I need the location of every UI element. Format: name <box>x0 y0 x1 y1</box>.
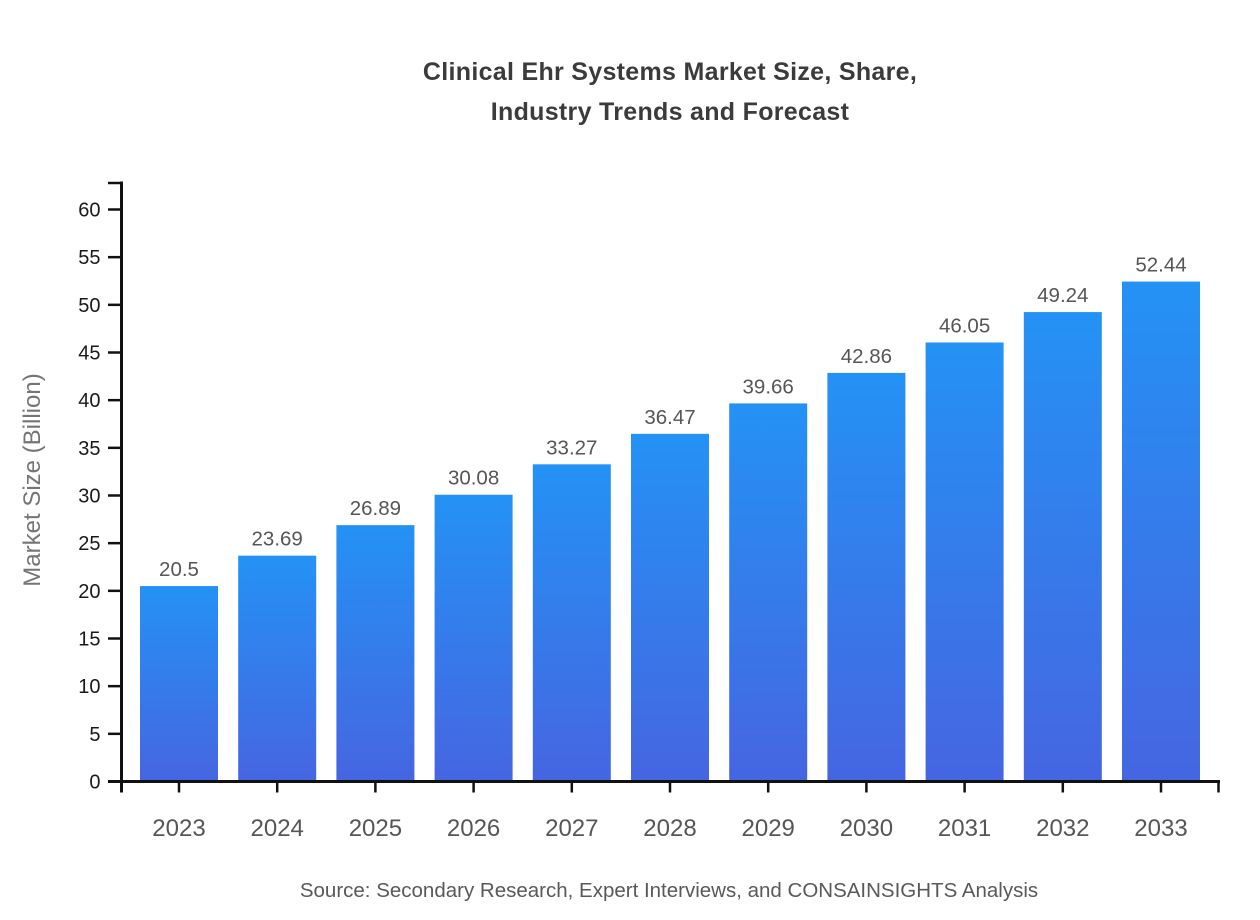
x-tick-label: 2028 <box>643 815 696 842</box>
y-tick-label: 20 <box>78 581 100 603</box>
x-tick-label: 2026 <box>447 815 500 842</box>
x-tick-label: 2027 <box>545 815 598 842</box>
bar-2030 <box>827 372 906 782</box>
bars-group: 20.5 23.69 26.89 30.08 33.27 36.47 39.66 42.86 4… <box>140 254 1200 782</box>
bar-value-label: 49.24 <box>1037 284 1088 307</box>
chart-title-line1: Clinical Ehr Systems Market Size, Share, <box>422 58 918 86</box>
bar-value-label: 20.5 <box>159 558 199 581</box>
bar-2028 <box>631 433 709 782</box>
y-tick-label: 0 <box>89 772 100 794</box>
y-tick-label: 40 <box>78 390 100 412</box>
bar-value-label: 26.89 <box>350 497 401 520</box>
chart-title-line2: Industry Trends and Forecast <box>490 98 850 126</box>
y-tick-label: 45 <box>78 343 100 365</box>
bar-2033 <box>1122 281 1200 782</box>
bar-value-label: 39.66 <box>743 375 794 398</box>
x-tick-label: 2025 <box>349 815 402 842</box>
x-tick-label: 2032 <box>1036 815 1089 842</box>
x-tick-label: 2031 <box>938 815 991 842</box>
bar-2029 <box>729 403 808 782</box>
y-tick-label: 60 <box>78 200 100 222</box>
y-tick-label: 5 <box>89 724 100 746</box>
bar-2027 <box>532 464 611 782</box>
bar-2026 <box>434 494 513 782</box>
bar-2025 <box>336 525 415 782</box>
bar-value-label: 42.86 <box>841 345 892 368</box>
y-tick-label: 50 <box>78 295 100 317</box>
y-tick-label: 25 <box>78 533 100 555</box>
x-tick-label: 2024 <box>251 815 304 842</box>
bar-2023 <box>140 586 218 782</box>
y-axis-title: Market Size (Billion) <box>19 373 46 587</box>
x-tick-label: 2033 <box>1134 815 1187 842</box>
bar-2031 <box>925 342 1004 782</box>
chart-title: Clinical Ehr Systems Market Size, Share,… <box>220 52 1120 132</box>
bar-value-label: 52.44 <box>1135 254 1186 277</box>
x-tick-label: 2023 <box>152 815 205 842</box>
bar-2032 <box>1023 312 1102 782</box>
bar-value-label: 36.47 <box>644 406 695 429</box>
y-tick-label: 10 <box>78 676 100 698</box>
bar-value-label: 23.69 <box>252 528 303 551</box>
x-tick-label: 2030 <box>840 815 893 842</box>
bar-value-label: 30.08 <box>448 467 499 490</box>
y-tick-label: 35 <box>78 438 100 460</box>
y-tick-label: 30 <box>78 486 100 508</box>
bar-2024 <box>238 555 317 782</box>
bar-value-label: 33.27 <box>546 436 597 459</box>
y-tick-label: 55 <box>78 247 100 269</box>
bar-value-label: 46.05 <box>939 314 990 337</box>
x-tick-label: 2029 <box>742 815 795 842</box>
y-tick-label: 15 <box>78 629 100 651</box>
source-note: Source: Secondary Research, Expert Inter… <box>299 879 1039 902</box>
